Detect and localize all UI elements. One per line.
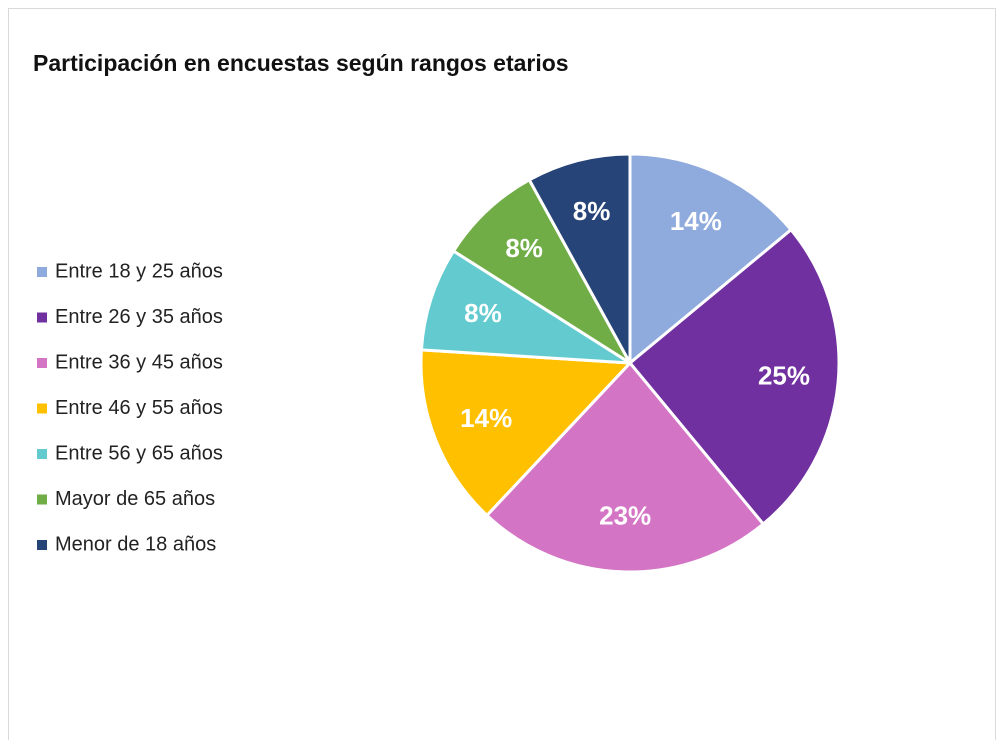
slice-label: 8%	[505, 233, 543, 263]
legend-text: Mayor de 65 años	[55, 488, 215, 510]
pie-slice	[628, 152, 794, 367]
legend-text: Entre 36 y 45 años	[55, 351, 223, 373]
pie-slice	[451, 177, 632, 365]
legend-swatch	[37, 449, 47, 459]
pie-slice	[484, 360, 766, 574]
legend-swatch	[37, 358, 47, 368]
slice-label: 8%	[573, 196, 611, 226]
slice-label: 25%	[758, 360, 810, 390]
legend-text: Entre 18 y 25 años	[55, 260, 223, 282]
legend-swatch	[37, 494, 47, 505]
legend-swatch	[37, 267, 47, 277]
pie-slice	[527, 152, 632, 364]
legend-text: Entre 26 y 35 años	[55, 306, 223, 328]
slice-label: 14%	[460, 403, 512, 433]
legend-text: Entre 46 y 55 años	[55, 397, 223, 419]
slice-label: 23%	[599, 500, 651, 530]
legend-text: Menor de 18 años	[55, 533, 216, 555]
legend-text: Entre 56 y 65 años	[55, 442, 223, 464]
legend-swatch	[37, 312, 47, 323]
legend-swatch	[37, 540, 47, 550]
pie-slice	[627, 227, 841, 527]
chart-title: Participación en encuestas según rangos …	[33, 50, 569, 76]
pie-slice	[419, 348, 634, 518]
slice-label: 14%	[670, 206, 722, 236]
pie-slice	[419, 248, 631, 365]
legend-swatch	[37, 403, 47, 414]
slice-label: 8%	[464, 298, 502, 328]
